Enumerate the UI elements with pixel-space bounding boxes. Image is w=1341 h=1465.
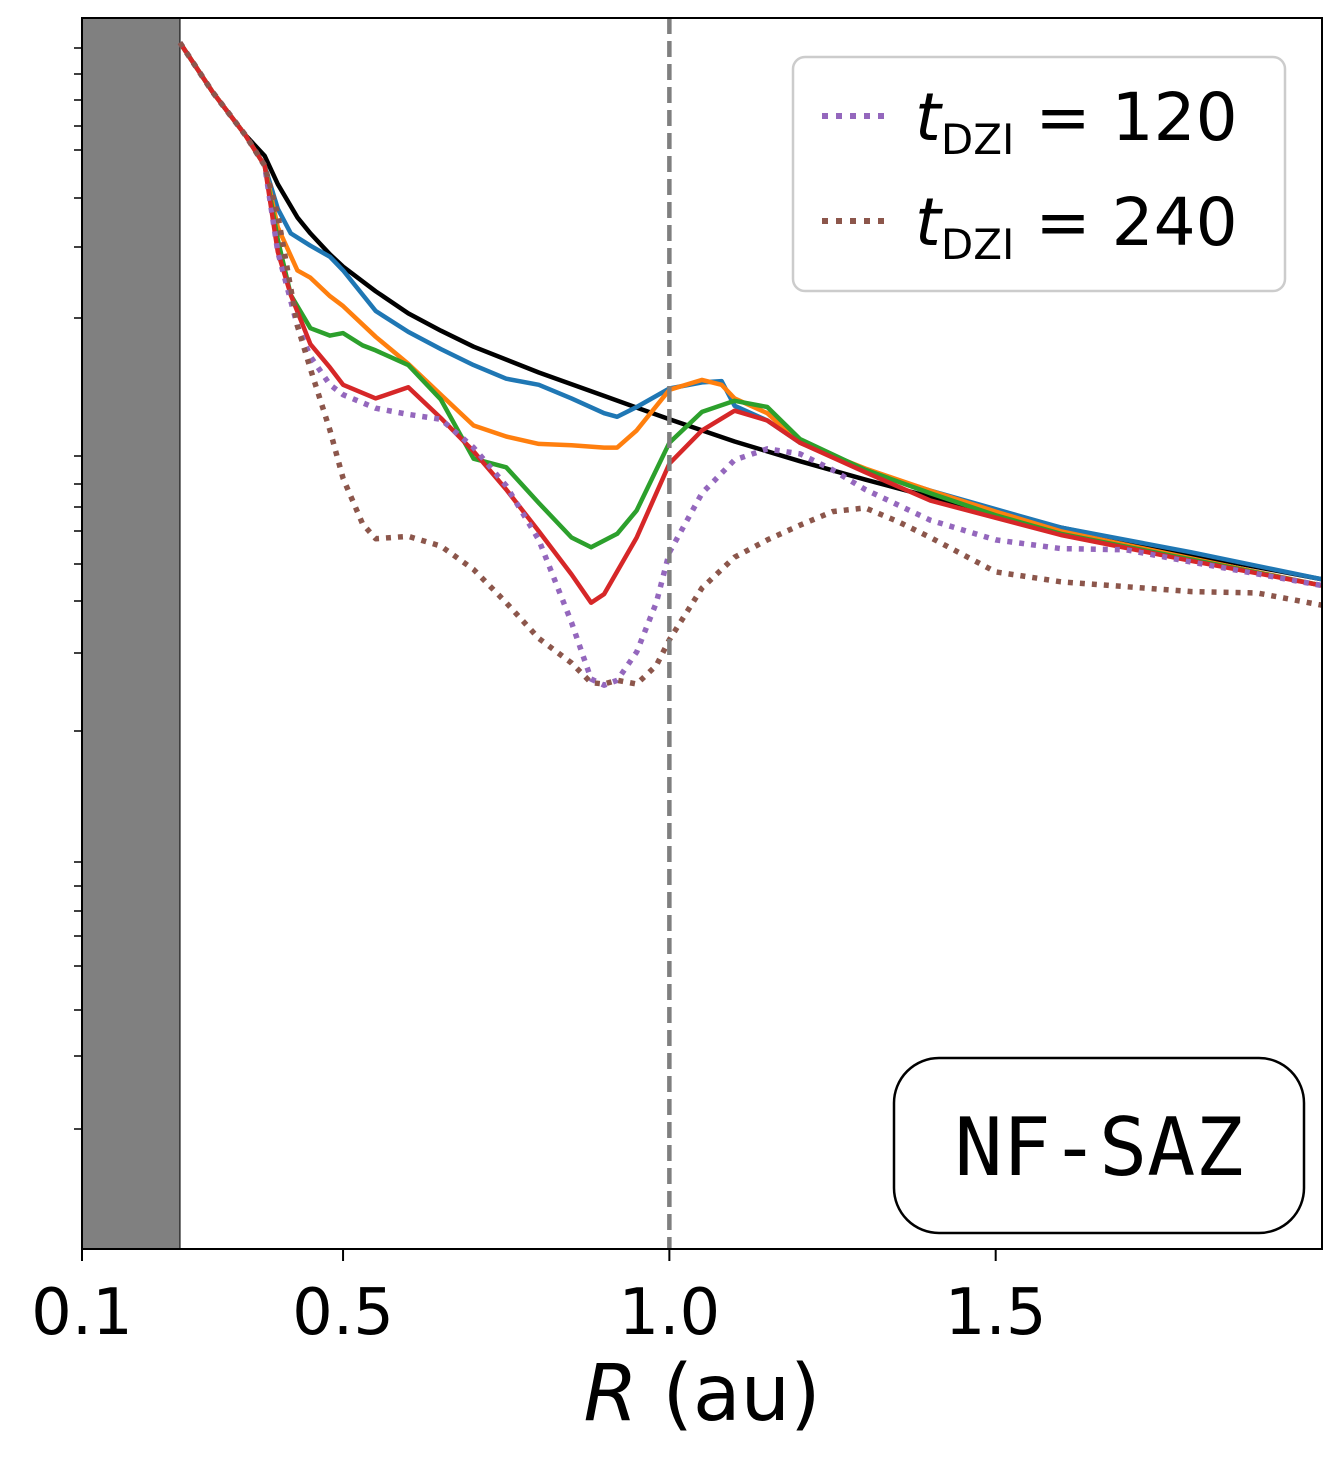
legend-entry-var: t — [915, 184, 943, 261]
series-line-4 — [178, 41, 1322, 605]
series-line-5 — [177, 41, 1322, 688]
x-axis-label-unit: (au) — [638, 1349, 821, 1439]
series-line-6 — [177, 41, 1322, 687]
legend-entry-1: tDZI = 240 — [915, 184, 1238, 269]
legend-entry-0: tDZI = 120 — [915, 79, 1238, 164]
model-annotation: NF-SAZ — [892, 1056, 1306, 1235]
x-axis-label: R (au) — [583, 1349, 820, 1439]
x-tick-label-3: 1.5 — [945, 1276, 1047, 1350]
x-tick-label-2: 1.0 — [618, 1276, 720, 1350]
series-group — [177, 41, 1322, 688]
plot-frame — [81, 17, 1323, 1250]
legend-entry-sub: DZI — [941, 220, 1015, 269]
annotation-label: NF-SAZ — [955, 1101, 1244, 1194]
legend-entry-value: = 240 — [1014, 184, 1237, 261]
x-axis-label-var: R — [583, 1349, 637, 1439]
annotation-box — [892, 1056, 1306, 1235]
x-tick-label-1: 0.5 — [292, 1276, 394, 1350]
shaded-inner-region — [81, 17, 181, 1250]
x-tick-label-0: 0.1 — [31, 1276, 133, 1350]
legend-entry-var: t — [915, 79, 943, 156]
legend-entry-sub: DZI — [941, 115, 1015, 164]
legend-box — [791, 55, 1287, 293]
legend-entry-value: = 120 — [1014, 79, 1237, 156]
